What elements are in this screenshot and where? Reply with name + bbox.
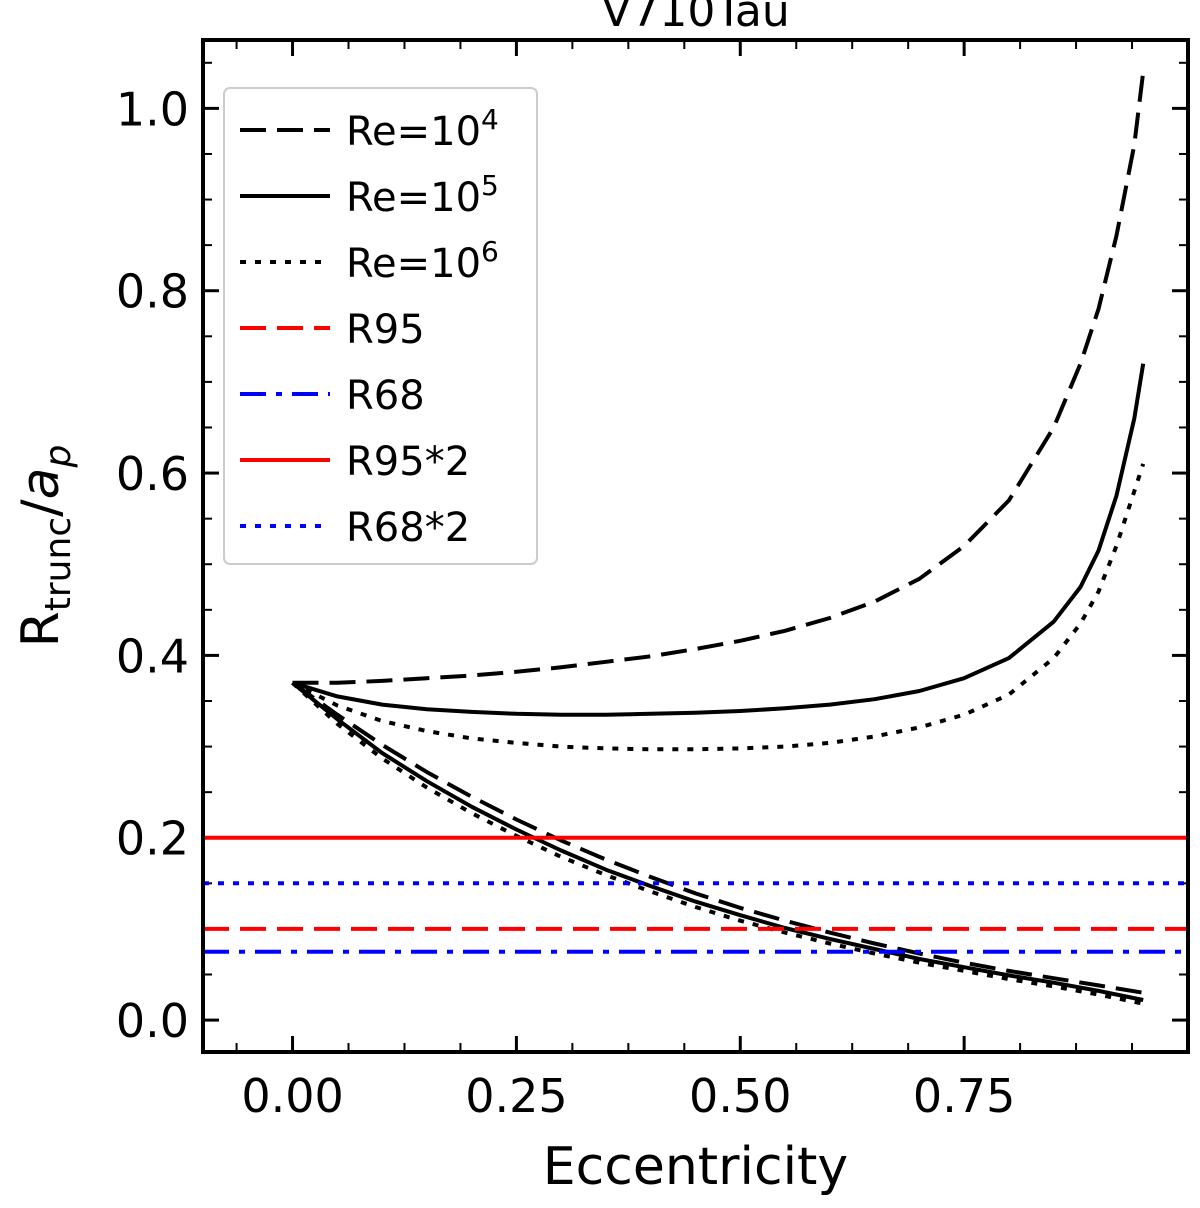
y-tick-label: 1.0 [116,82,189,136]
legend-label: R95*2 [346,439,470,485]
y-label-sep: / [11,499,71,517]
legend-label: Re=104 [346,103,499,155]
y-label-italic-sub: p [38,445,79,469]
y-axis-label: Rtrunc/ap [11,445,79,648]
series-line-re-10-4-upper [292,71,1146,685]
plot-frame [201,38,1190,1054]
series-line-re-10-5-lower [291,681,1144,1002]
y-tick-labels: 0.0 0.2 0.4 0.6 0.8 1.0 [116,82,189,1048]
legend-label: R68*2 [346,505,470,551]
series-line-re-10-4-lower [291,681,1144,995]
series-line-re-10-5-upper [291,363,1146,717]
y-tick-label: 0.2 [116,812,189,866]
x-tick-label: 0.00 [241,1069,343,1123]
legend-label: R68 [346,373,425,419]
chart-title: V710Tau [601,0,790,37]
x-tick-label: 0.50 [689,1069,791,1123]
legend-label: Re=105 [346,169,499,221]
x-tick-label: 0.75 [913,1069,1015,1123]
y-tick-label: 0.0 [116,994,189,1048]
y-tick-label: 0.4 [116,629,189,683]
y-tick-label: 0.8 [116,265,189,319]
x-axis-label: Eccentricity [543,1137,848,1197]
y-label-sub: trunc [38,517,79,611]
legend-box [223,87,538,565]
series-lines [203,71,1188,1006]
legend-label: Re=106 [346,235,499,287]
legend-label: R95 [346,307,425,353]
y-label-italic: a [11,467,71,499]
x-tick-labels: 0.00 0.25 0.50 0.75 [241,1069,1015,1123]
x-tick-label: 0.25 [465,1069,567,1123]
legend: Re=104 Re=105 Re=106 R95 R68 R95*2 R68*2 [223,87,538,565]
y-label-main: R [11,611,71,647]
y-tick-label: 0.6 [116,447,189,501]
